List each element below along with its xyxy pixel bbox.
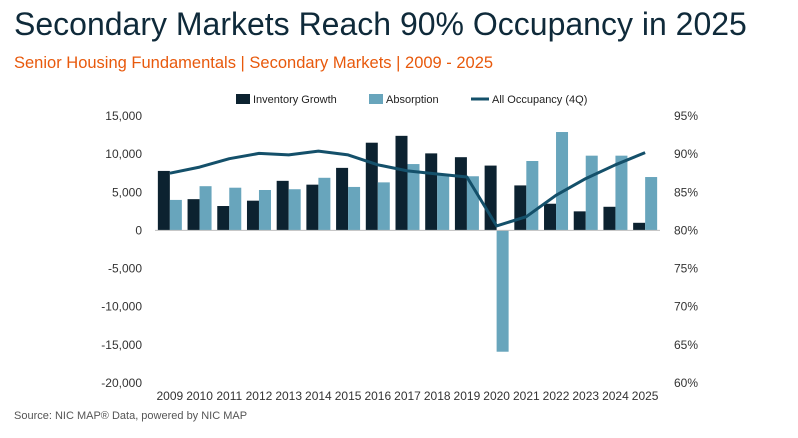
inventory-growth-bar (573, 211, 586, 231)
x-axis-tick-label: 2009 (157, 389, 184, 403)
inventory-growth-bar (454, 157, 467, 231)
bar-series (157, 132, 658, 352)
absorption-bar (348, 186, 361, 231)
legend-item: All Occupancy (4Q) (471, 94, 587, 106)
left-axis-tick-label: -20,000 (101, 376, 142, 390)
right-axis-tick-label: 70% (674, 300, 698, 314)
inventory-growth-bar (217, 206, 230, 231)
right-axis-tick-label: 60% (674, 376, 698, 390)
absorption-bar (258, 189, 271, 231)
left-y-axis: 15,000 10,000 5,000 0 -5,000 -10,000 -15,000 -2… (101, 109, 142, 390)
absorption-bar (526, 161, 539, 231)
inventory-growth-bar (633, 222, 646, 231)
inventory-growth-bar (365, 142, 378, 231)
legend-swatch (369, 94, 383, 104)
left-axis-tick-label: 5,000 (112, 185, 142, 199)
chart-subtitle: Senior Housing Fundamentals | Secondary … (14, 54, 494, 72)
x-axis-tick-label: 2015 (335, 389, 362, 403)
legend-item: Absorption (369, 94, 439, 106)
x-axis-tick-label: 2023 (572, 389, 599, 403)
left-axis-tick-label: -10,000 (101, 300, 142, 314)
left-axis-tick-label: 10,000 (105, 147, 142, 161)
x-axis-tick-label: 2021 (513, 389, 540, 403)
left-axis-tick-label: 15,000 (105, 109, 142, 123)
x-axis-tick-label: 2020 (483, 389, 510, 403)
x-axis-tick-label: 2017 (394, 389, 421, 403)
absorption-bar (318, 177, 331, 231)
inventory-growth-bar (157, 170, 170, 231)
source-note: Source: NIC MAP® Data, powered by NIC MA… (14, 410, 248, 422)
inventory-growth-bar (544, 203, 557, 231)
legend-item: Inventory Growth (236, 94, 337, 106)
right-axis-tick-label: 90% (674, 147, 698, 161)
absorption-bar (199, 186, 212, 231)
x-axis-tick-label: 2011 (216, 389, 242, 403)
x-axis: 2009 2010 2011 2012 2013 2014 2015 2016 2017 2018… (157, 389, 659, 403)
inventory-growth-bar (246, 200, 259, 231)
legend-label: Absorption (386, 94, 439, 106)
absorption-bar (496, 230, 509, 352)
x-axis-tick-label: 2016 (364, 389, 391, 403)
absorption-bar (645, 177, 658, 231)
legend-swatch (236, 94, 250, 104)
right-axis-tick-label: 65% (674, 338, 698, 352)
x-axis-tick-label: 2022 (543, 389, 570, 403)
right-y-axis: 95% 90% 85% 80% 75% 70% 65% 60% (674, 109, 698, 390)
legend-label: All Occupancy (4Q) (492, 94, 587, 106)
legend-label: Inventory Growth (253, 94, 337, 106)
inventory-growth-bar (484, 165, 497, 231)
absorption-bar (288, 189, 301, 231)
absorption-bar (556, 132, 569, 231)
x-axis-tick-label: 2010 (186, 389, 213, 403)
occupancy-line-series (169, 149, 646, 228)
absorption-bar (585, 155, 598, 231)
inventory-growth-bar (603, 206, 616, 231)
left-axis-tick-label: -5,000 (108, 262, 142, 276)
inventory-growth-bar (306, 184, 319, 231)
absorption-bar (407, 164, 420, 231)
x-axis-tick-label: 2019 (454, 389, 481, 403)
left-axis-tick-label: 0 (135, 223, 142, 237)
absorption-bar (437, 174, 450, 231)
absorption-bar (169, 199, 182, 231)
absorption-bar (229, 187, 242, 231)
inventory-growth-bar (276, 180, 289, 231)
x-axis-tick-label: 2014 (305, 389, 332, 403)
right-axis-tick-label: 85% (674, 185, 698, 199)
x-axis-tick-label: 2024 (602, 389, 629, 403)
x-axis-tick-label: 2018 (424, 389, 451, 403)
absorption-bar (377, 182, 390, 231)
x-axis-tick-label: 2025 (632, 389, 659, 403)
inventory-growth-bar (425, 153, 438, 231)
inventory-growth-bar (336, 167, 349, 231)
right-axis-tick-label: 80% (674, 223, 698, 237)
x-axis-tick-label: 2013 (275, 389, 302, 403)
inventory-growth-bar (514, 185, 527, 231)
right-axis-tick-label: 75% (674, 262, 698, 276)
inventory-growth-bar (395, 135, 408, 231)
right-axis-tick-label: 95% (674, 109, 698, 123)
x-axis-tick-label: 2012 (246, 389, 273, 403)
absorption-bar (615, 155, 628, 231)
left-axis-tick-label: -15,000 (101, 338, 142, 352)
chart-title: Secondary Markets Reach 90% Occupancy in… (14, 6, 747, 42)
inventory-growth-bar (187, 199, 200, 231)
chart-legend: Inventory Growth Absorption All Occupancy … (236, 94, 587, 106)
